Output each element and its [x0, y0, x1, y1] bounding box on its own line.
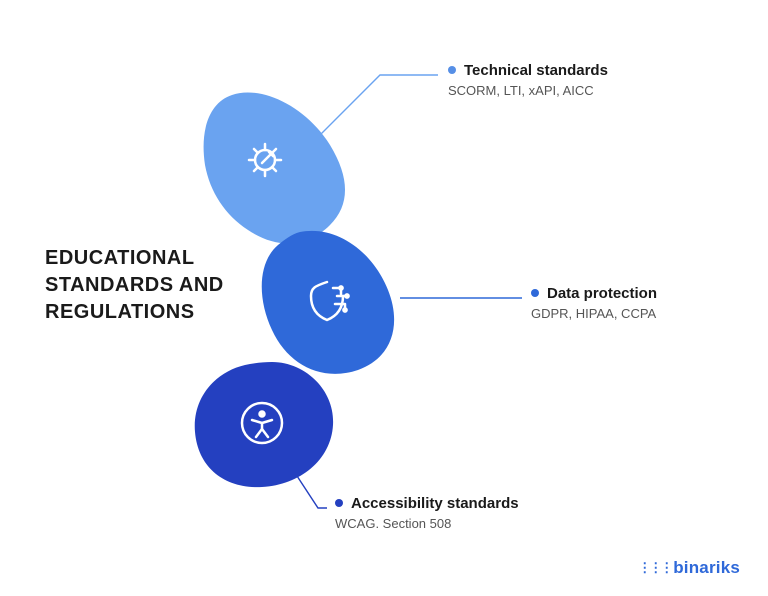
- logo-dots-icon: ⋮⋮⋮: [638, 560, 671, 575]
- title-technical: Technical standards: [464, 62, 608, 79]
- gear-icon: [249, 144, 281, 176]
- sub-data: GDPR, HIPAA, CCPA: [531, 306, 657, 321]
- bullet-technical: [448, 66, 456, 74]
- sub-technical: SCORM, LTI, xAPI, AICC: [448, 83, 608, 98]
- title-data: Data protection: [547, 285, 657, 302]
- label-data: Data protection GDPR, HIPAA, CCPA: [531, 285, 657, 321]
- logo-text: binariks: [673, 558, 740, 577]
- bullet-data: [531, 289, 539, 297]
- label-technical: Technical standards SCORM, LTI, xAPI, AI…: [448, 62, 608, 98]
- label-accessibility: Accessibility standards WCAG. Section 50…: [335, 495, 519, 531]
- segment-shape-data: [262, 231, 394, 374]
- brand-logo: ⋮⋮⋮binariks: [638, 558, 740, 578]
- title-accessibility: Accessibility standards: [351, 495, 519, 512]
- sub-accessibility: WCAG. Section 508: [335, 516, 519, 531]
- bullet-accessibility: [335, 499, 343, 507]
- segment-shape-accessibility: [195, 362, 333, 487]
- leader-line-technical: [315, 75, 438, 140]
